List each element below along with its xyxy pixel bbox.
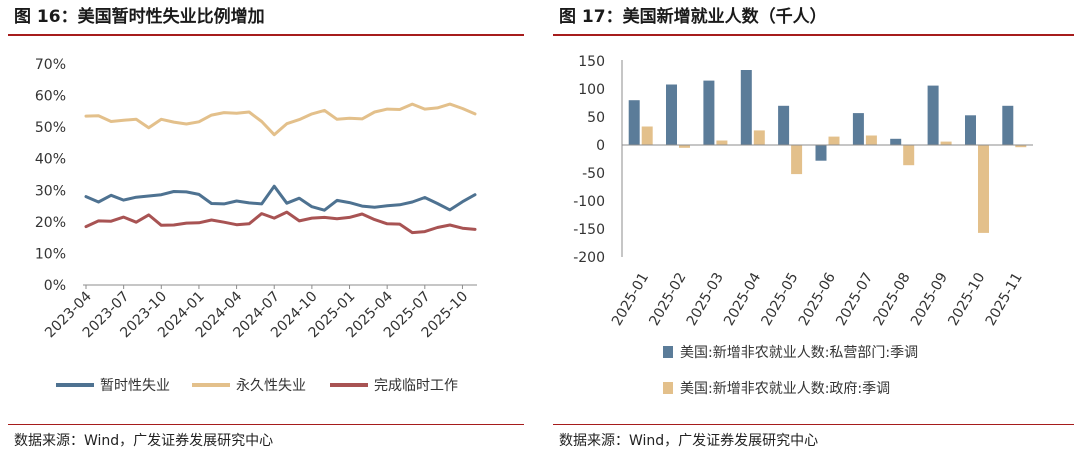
y-tick-label: 50% — [35, 120, 66, 136]
y-tick-label: 40% — [35, 152, 66, 168]
government-bar-2025-04 — [753, 130, 765, 145]
x-tick-label: 2025-01 — [609, 270, 652, 329]
series-line-1 — [84, 184, 477, 212]
government-bar-2025-11 — [1015, 145, 1027, 148]
y-tick-label: 150 — [578, 54, 605, 70]
y-tick-label: -200 — [573, 250, 605, 266]
government-bar-2025-08 — [903, 145, 915, 166]
private-sector-bar-2025-05 — [778, 105, 790, 145]
x-tick-label: 2025-09 — [908, 270, 951, 329]
right-bar-chart: 150100500-50-100-150-2002025-012025-0220… — [573, 54, 1033, 397]
left-source-note: 数据来源：Wind，广发证券发展研究中心 — [14, 433, 274, 449]
left-line-chart: 0%10%20%30%40%50%60%70%2023-042023-07202… — [35, 57, 477, 394]
x-tick-label: 2025-03 — [684, 270, 727, 329]
left-chart-panel: 图 16：美国暂时性失业比例增加 0% 10% 20% 30% 40% 50% 60% 70%… — [0, 0, 530, 458]
legend-swatch-1 — [663, 346, 673, 358]
government-bar-2025-03 — [716, 140, 728, 145]
y-tick-label: 60% — [35, 89, 66, 105]
legend-label-2: 美国:新增非农就业人数:政府:季调 — [680, 381, 890, 397]
x-tick-label: 2025-10 — [945, 270, 988, 329]
series-line-2 — [84, 102, 477, 137]
government-bar-2025-02 — [679, 145, 690, 148]
private-sector-bar-2025-09 — [927, 85, 939, 145]
legend-label-2: 永久性失业 — [236, 378, 306, 394]
x-tick-label: 2025-07 — [833, 270, 876, 329]
x-tick-label: 2025-02 — [646, 270, 689, 329]
private-sector-bar-2025-06 — [815, 145, 827, 161]
right-title-rule — [553, 34, 1074, 36]
private-sector-bar-2025-03 — [703, 80, 715, 145]
x-tick-label: 2025-04 — [721, 270, 764, 329]
y-tick-label: 30% — [35, 183, 66, 199]
government-bar-2025-05 — [791, 145, 803, 175]
left-title-rule — [8, 34, 524, 36]
x-tick-label: 2025-08 — [871, 270, 914, 329]
private-sector-bar-2025-11 — [1002, 105, 1014, 145]
y-tick-label: 10% — [35, 246, 66, 262]
x-tick-label: 2025-05 — [758, 270, 801, 329]
left-bottom-rule — [8, 424, 524, 425]
y-tick-label: -150 — [573, 222, 605, 238]
left-figure-title: 图 16：美国暂时性失业比例增加 — [14, 7, 265, 27]
legend-label-1: 暂时性失业 — [100, 378, 170, 394]
y-tick-label: -100 — [573, 194, 605, 210]
legend-swatch-2 — [663, 382, 673, 394]
y-tick-label: 20% — [35, 215, 66, 231]
series-line-3 — [84, 210, 477, 235]
y-tick-label: 0 — [596, 138, 605, 154]
right-chart-panel: 图 17：美国新增就业人数（千人） 150 100 50 0 -50 -100 -150 -2… — [545, 0, 1080, 458]
legend-label-1: 美国:新增非农就业人数:私营部门:季调 — [680, 345, 918, 361]
y-tick-label: -50 — [582, 166, 605, 182]
private-sector-bar-2025-01 — [628, 100, 640, 145]
legend-label-3: 完成临时工作 — [374, 378, 458, 394]
y-tick-label: 70% — [35, 57, 66, 73]
private-sector-bar-2025-08 — [890, 138, 902, 145]
y-tick-label: 50 — [587, 110, 605, 126]
right-figure-title: 图 17：美国新增就业人数（千人） — [559, 7, 827, 27]
private-sector-bar-2025-02 — [666, 84, 677, 145]
private-sector-bar-2025-10 — [965, 115, 976, 145]
x-tick-label: 2025-11 — [983, 270, 1026, 329]
government-bar-2025-01 — [641, 126, 653, 145]
government-bar-2025-10 — [978, 145, 989, 233]
x-tick-label: 2025-06 — [796, 270, 839, 329]
y-tick-label: 100 — [578, 82, 605, 98]
right-bottom-rule — [553, 424, 1074, 425]
right-source-note: 数据来源：Wind，广发证券发展研究中心 — [559, 433, 819, 449]
government-bar-2025-06 — [828, 136, 840, 145]
y-tick-label: 0% — [44, 278, 66, 294]
private-sector-bar-2025-04 — [740, 70, 752, 145]
private-sector-bar-2025-07 — [852, 113, 864, 145]
government-bar-2025-09 — [940, 141, 952, 145]
government-bar-2025-07 — [865, 135, 877, 145]
